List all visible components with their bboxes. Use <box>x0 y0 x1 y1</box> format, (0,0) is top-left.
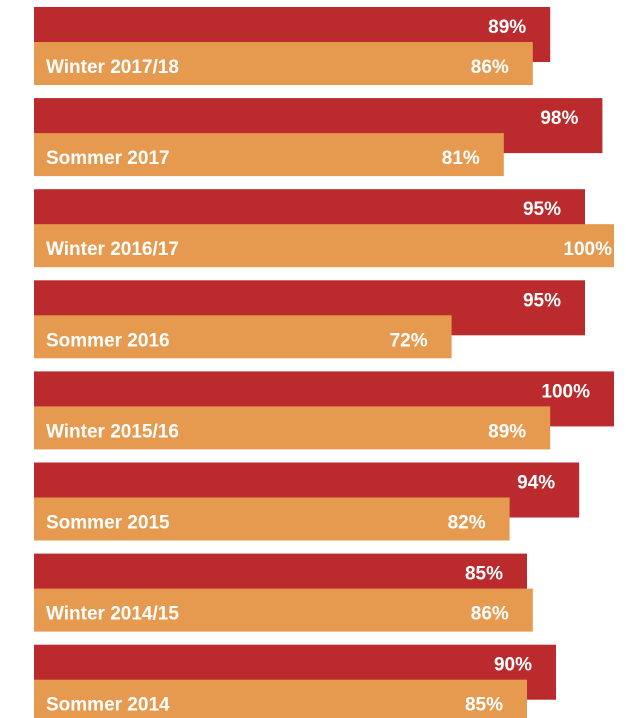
bar-series2-1 <box>34 133 504 177</box>
bar-series2-5 <box>34 497 510 541</box>
value-label-series1-7: 90% <box>494 655 532 676</box>
bar-series2-2 <box>34 224 614 268</box>
value-label-series2-1: 81% <box>442 148 480 169</box>
value-label-series2-2: 100% <box>563 239 612 260</box>
bar-series2-0 <box>34 42 533 85</box>
value-label-series2-0: 86% <box>471 57 509 78</box>
value-label-series1-3: 95% <box>523 290 561 311</box>
value-label-series1-1: 98% <box>540 108 578 129</box>
bar-series2-3 <box>34 315 452 359</box>
bar-series2-7 <box>34 679 527 718</box>
category-label-3: Sommer 2016 <box>46 330 170 351</box>
value-label-series2-3: 72% <box>390 330 428 351</box>
category-label-1: Sommer 2017 <box>46 148 170 169</box>
category-label-4: Winter 2015/16 <box>46 421 179 442</box>
value-label-series2-4: 89% <box>488 421 526 442</box>
value-label-series2-6: 86% <box>471 604 509 625</box>
category-label-2: Winter 2016/17 <box>46 239 179 260</box>
category-label-0: Winter 2017/18 <box>46 57 179 78</box>
category-label-7: Sommer 2014 <box>46 695 170 716</box>
bars-layer <box>34 7 614 718</box>
value-label-series1-5: 94% <box>517 473 555 494</box>
value-label-series2-7: 85% <box>465 695 503 716</box>
value-label-series1-2: 95% <box>523 199 561 220</box>
value-label-series2-5: 82% <box>448 513 486 534</box>
value-label-series1-4: 100% <box>541 381 590 402</box>
value-label-series1-0: 89% <box>488 17 526 38</box>
bar-series2-4 <box>34 406 551 450</box>
category-label-5: Sommer 2015 <box>46 513 170 534</box>
bar-series2-6 <box>34 588 533 632</box>
category-label-6: Winter 2014/15 <box>46 604 179 625</box>
value-label-series1-6: 85% <box>465 564 503 585</box>
labels-layer: 89% 86% Winter 2017/18 98% 81% Sommer 2017 95%… <box>46 17 612 716</box>
